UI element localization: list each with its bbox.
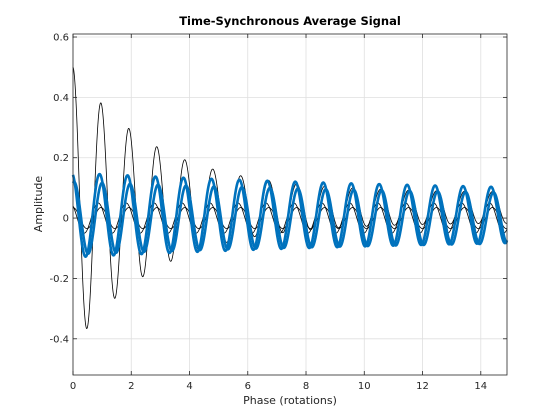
x-tick-label: 2 [128, 381, 134, 392]
y-tick-label: 0.6 [53, 33, 69, 44]
series-group [71, 67, 509, 329]
x-tick-label: 4 [186, 381, 192, 392]
series-line-4 [71, 172, 509, 258]
chart-title: Time-Synchronous Average Signal [179, 14, 401, 28]
y-tick-label: 0 [63, 214, 69, 225]
y-axis-label: Amplitude [32, 176, 45, 233]
y-tick-label: -0.2 [49, 274, 69, 285]
y-tick-label: 0.4 [53, 93, 69, 104]
x-axis-label: Phase (rotations) [243, 394, 337, 407]
x-tick-label: 10 [358, 381, 371, 392]
y-tick-label: -0.4 [49, 334, 69, 345]
x-tick-label: 6 [245, 381, 251, 392]
x-tick-label: 8 [303, 381, 309, 392]
axes-box [72, 33, 508, 376]
x-tick-label: 12 [416, 381, 429, 392]
x-tick-label: 14 [474, 381, 487, 392]
series-line-5 [71, 180, 508, 256]
y-tick-label: 0.2 [53, 153, 69, 164]
x-tick-label: 0 [70, 381, 76, 392]
ticks: 0 2 4 6 8 10 12 14 -0.4 -0.2 0 0.2 0.4 0.6 [49, 33, 507, 392]
